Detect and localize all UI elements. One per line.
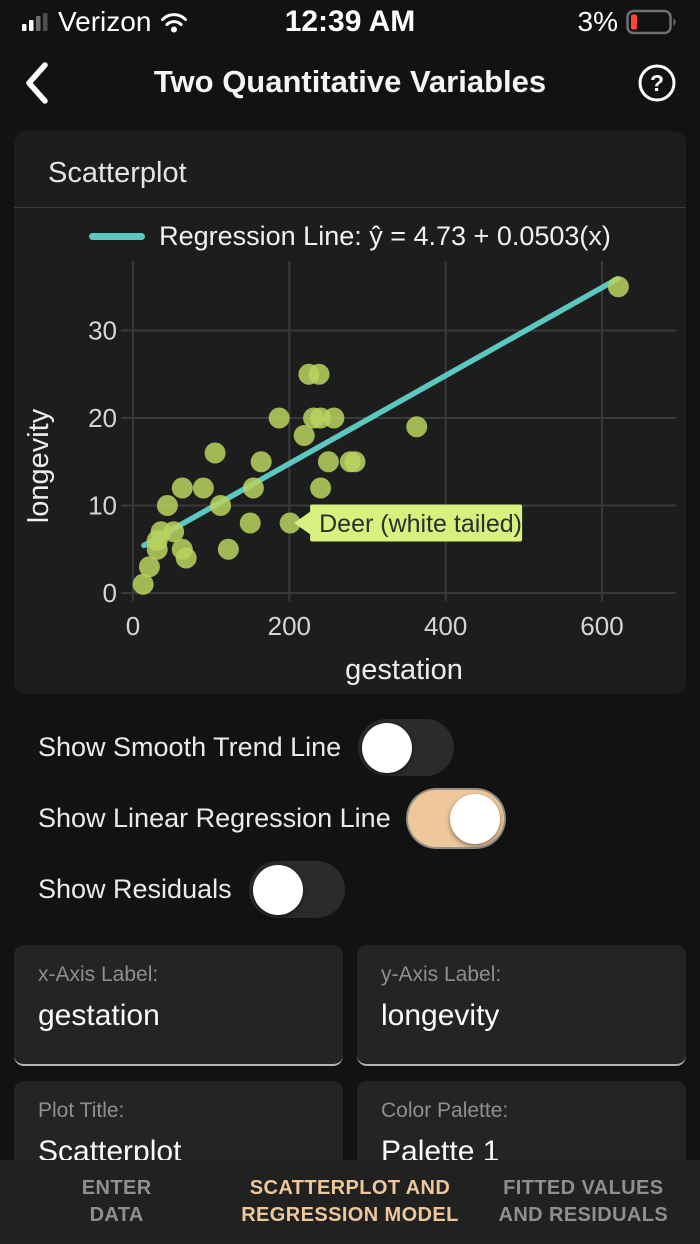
field-label: Plot Title: — [38, 1099, 125, 1122]
back-chevron-icon — [26, 62, 48, 104]
wifi-icon — [161, 12, 188, 32]
toggle-switch-residuals[interactable] — [248, 861, 345, 918]
tab-scatterplot-regression-model[interactable]: SCATTERPLOT AND REGRESSION MODEL — [233, 1175, 466, 1229]
back-button[interactable] — [14, 58, 58, 108]
plot-title-field[interactable]: Plot Title: Scatterplot — [14, 1081, 343, 1160]
svg-text:Deer (white tailed): Deer (white tailed) — [319, 510, 522, 538]
tab-line: FITTED VALUES — [503, 1177, 664, 1199]
tab-line: REGRESSION MODEL — [241, 1204, 459, 1226]
svg-text:?: ? — [650, 70, 664, 96]
svg-text:600: 600 — [580, 611, 623, 641]
svg-text:10: 10 — [88, 491, 117, 521]
scatterplot-canvas[interactable]: 0 200 400 600 0 10 20 30 gestation longevity Deer … — [14, 251, 686, 691]
toggle-switch-smooth-trend[interactable] — [358, 719, 455, 776]
field-value: longevity — [381, 999, 500, 1032]
status-bar: Verizon 12:39 AM 3% — [0, 0, 700, 44]
toggle-row-residuals: Show Residuals — [38, 861, 504, 918]
field-value: Scatterplot — [38, 1135, 182, 1160]
y-axis-label-field[interactable]: y-Axis Label: longevity — [357, 945, 686, 1066]
toggle-label-residuals: Show Residuals — [38, 874, 232, 904]
question-mark-icon: ? — [638, 64, 676, 102]
divider — [14, 207, 686, 208]
clock: 12:39 AM — [284, 5, 416, 38]
svg-text:0: 0 — [103, 578, 117, 608]
tab-line: ENTER — [81, 1177, 152, 1199]
field-label: x-Axis Label: — [38, 963, 159, 986]
regression-equation-label: Regression Line: ŷ = 4.73 + 0.0503(x) — [159, 220, 611, 251]
field-value: gestation — [38, 999, 160, 1032]
x-axis-label-field[interactable]: x-Axis Label: gestation — [14, 945, 343, 1066]
bottom-tab-bar: ENTER DATA SCATTERPLOT AND REGRESSION MO… — [0, 1160, 700, 1244]
toggle-row-linear-regression: Show Linear Regression Line — [38, 790, 504, 847]
battery-icon — [626, 9, 676, 35]
plot-settings-fields: x-Axis Label: gestation y-Axis Label: lo… — [14, 945, 686, 1160]
svg-text:20: 20 — [88, 403, 117, 433]
tab-enter-data[interactable]: ENTER DATA — [0, 1175, 233, 1229]
field-label: y-Axis Label: — [381, 963, 502, 986]
color-palette-field[interactable]: Color Palette: Palette 1 — [357, 1081, 686, 1160]
page-title: Two Quantitative Variables — [153, 64, 547, 99]
carrier-label: Verizon — [58, 6, 152, 37]
tab-line: SCATTERPLOT AND — [249, 1177, 451, 1199]
toggle-row-smooth-trend: Show Smooth Trend Line — [38, 719, 504, 776]
toggle-switch-linear-regression[interactable] — [407, 790, 504, 847]
switch-knob — [362, 722, 413, 773]
help-button[interactable]: ? — [636, 62, 678, 104]
svg-text:0: 0 — [126, 611, 140, 641]
svg-text:gestation: gestation — [345, 654, 463, 686]
svg-text:400: 400 — [424, 611, 467, 641]
field-label: Color Palette: — [381, 1099, 509, 1122]
tab-fitted-values-residuals[interactable]: FITTED VALUES AND RESIDUALS — [467, 1175, 700, 1229]
chart-legend: Regression Line: ŷ = 4.73 + 0.0503(x) — [14, 219, 686, 253]
display-options: Show Smooth Trend Line Show Linear Regre… — [38, 719, 504, 932]
toggle-label-linear-regression: Show Linear Regression Line — [38, 803, 391, 833]
regression-line-swatch — [89, 232, 146, 240]
switch-knob — [252, 864, 303, 915]
scatterplot-card: Scatterplot Regression Line: ŷ = 4.73 + … — [14, 131, 686, 694]
toggle-label-smooth-trend: Show Smooth Trend Line — [38, 732, 342, 762]
cellular-signal-icon — [22, 13, 48, 31]
battery-percent: 3% — [577, 6, 618, 37]
svg-text:200: 200 — [268, 611, 311, 641]
nav-bar: Two Quantitative Variables ? — [0, 44, 700, 120]
field-value: Palette 1 — [381, 1135, 500, 1160]
svg-text:longevity: longevity — [23, 408, 55, 523]
tab-line: AND RESIDUALS — [498, 1204, 669, 1226]
tab-line: DATA — [89, 1204, 144, 1226]
switch-knob — [449, 793, 500, 844]
card-title: Scatterplot — [48, 157, 187, 189]
svg-text:30: 30 — [88, 316, 117, 346]
